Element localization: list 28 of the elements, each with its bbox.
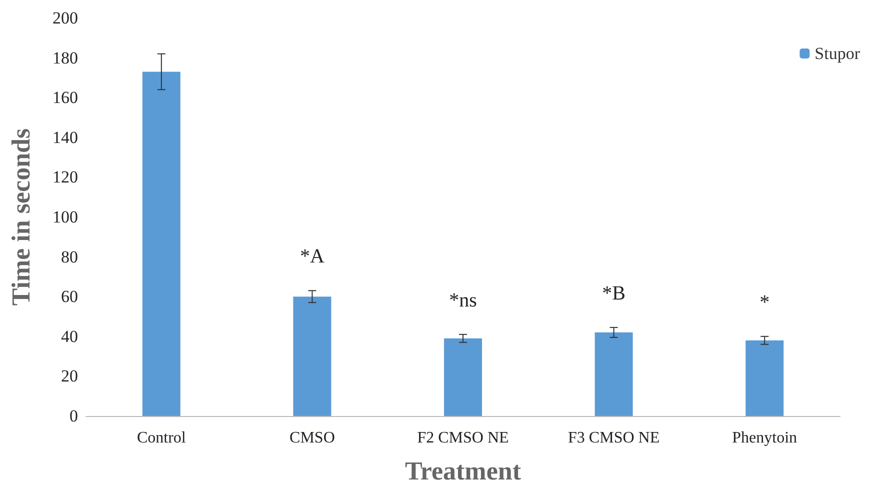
bar xyxy=(594,332,633,416)
annotation: *ns xyxy=(449,289,478,312)
y-tick-label: 100 xyxy=(52,208,78,226)
y-tick-label: 120 xyxy=(52,168,78,187)
bar xyxy=(746,340,784,416)
annotation: *B xyxy=(602,282,626,304)
y-tick-label: 40 xyxy=(61,326,78,346)
bar xyxy=(444,338,482,416)
x-tick-label: Control xyxy=(136,430,186,446)
x-tick-label: F3 CMSO NE xyxy=(568,430,660,446)
x-tick-label: Phenytoin xyxy=(732,430,798,446)
y-tick-label: 140 xyxy=(52,128,78,147)
bar xyxy=(142,72,180,416)
annotation: *A xyxy=(300,246,325,268)
y-tick-label: 180 xyxy=(52,48,78,68)
y-tick-label: 20 xyxy=(61,366,78,386)
y-tick-label: 0 xyxy=(70,406,78,426)
x-tick-label: CMSO xyxy=(290,430,335,446)
bar xyxy=(293,296,332,416)
x-tick-label: F2 CMSO NE xyxy=(417,430,509,446)
y-tick-label: 80 xyxy=(61,247,78,266)
y-axis-title: Time in seconds xyxy=(6,128,36,306)
legend-label: Stupor xyxy=(814,44,860,63)
annotation: * xyxy=(760,291,770,314)
y-tick-label: 160 xyxy=(52,88,78,108)
y-tick-label: 200 xyxy=(52,8,78,28)
x-axis-title: Treatment xyxy=(405,456,522,486)
y-tick-label: 60 xyxy=(61,287,78,306)
